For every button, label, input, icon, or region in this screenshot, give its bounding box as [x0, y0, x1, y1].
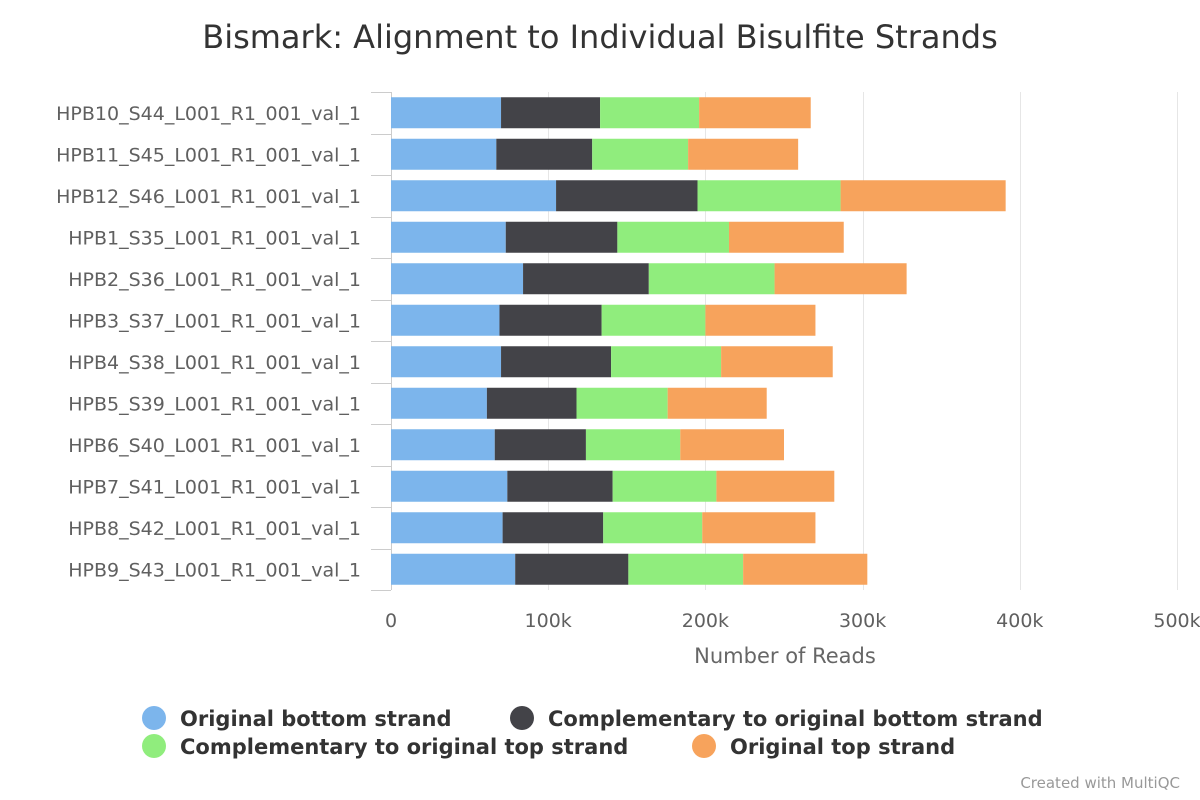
bar-segment[interactable]	[716, 470, 835, 502]
bar-segment[interactable]	[391, 97, 502, 129]
bar-segment[interactable]	[648, 263, 775, 295]
bar-segment[interactable]	[728, 221, 844, 253]
bar-segment[interactable]	[697, 180, 841, 212]
legend-marker-icon	[142, 734, 166, 758]
legend-label: Complementary to original bottom strand	[548, 707, 1043, 731]
bar-segment[interactable]	[721, 346, 833, 378]
x-tick-label: 200k	[682, 610, 729, 632]
bar-segment[interactable]	[499, 304, 602, 336]
bar-segment[interactable]	[628, 553, 744, 585]
bar-segment[interactable]	[391, 346, 502, 378]
bar-segment[interactable]	[688, 138, 799, 170]
bar-segment[interactable]	[502, 512, 604, 544]
legend-marker-icon	[510, 706, 534, 730]
bar-segment[interactable]	[585, 429, 681, 461]
bar-segment[interactable]	[391, 138, 497, 170]
legend-item[interactable]: Original top strand	[692, 734, 955, 759]
legend: Original bottom strand Complementary to o…	[142, 706, 1043, 759]
bar-segment[interactable]	[576, 387, 668, 419]
x-tick-label: 0	[385, 610, 397, 632]
bar-segment[interactable]	[501, 97, 601, 129]
bar-segment[interactable]	[391, 387, 487, 419]
category-label: HPB7_S41_L001_R1_001_val_1	[68, 476, 361, 498]
category-label: HPB1_S35_L001_R1_001_val_1	[68, 227, 361, 249]
legend-marker-icon	[142, 706, 166, 730]
bar-segment[interactable]	[617, 221, 729, 253]
bar-segment[interactable]	[523, 263, 649, 295]
x-tick-label: 500k	[1153, 610, 1200, 632]
bar-segment[interactable]	[494, 429, 586, 461]
x-tick-label: 300k	[839, 610, 886, 632]
bar-segment[interactable]	[680, 429, 784, 461]
bar-segment[interactable]	[705, 304, 816, 336]
legend-item[interactable]: Complementary to original top strand	[142, 734, 628, 759]
category-label: HPB2_S36_L001_R1_001_val_1	[68, 269, 361, 291]
legend-item[interactable]: Complementary to original bottom strand	[510, 706, 1043, 731]
x-tick-label: 100k	[525, 610, 572, 632]
category-label: HPB11_S45_L001_R1_001_val_1	[56, 144, 361, 166]
bar-segment[interactable]	[600, 97, 700, 129]
grid-lines	[371, 92, 1178, 591]
bar-segment[interactable]	[702, 512, 816, 544]
bar-segment[interactable]	[391, 553, 516, 585]
category-label: HPB3_S37_L001_R1_001_val_1	[68, 310, 361, 332]
bar-segment[interactable]	[612, 470, 717, 502]
bar-segment[interactable]	[601, 304, 706, 336]
chart-title: Bismark: Alignment to Individual Bisulfi…	[202, 18, 998, 56]
bar-segment[interactable]	[611, 346, 722, 378]
bar-segment[interactable]	[391, 429, 495, 461]
bar-segment[interactable]	[391, 512, 503, 544]
legend-item[interactable]: Original bottom strand	[142, 706, 451, 731]
bar-segment[interactable]	[391, 304, 500, 336]
category-label: HPB6_S40_L001_R1_001_val_1	[68, 435, 361, 457]
bar-segment[interactable]	[743, 553, 868, 585]
legend-label: Original bottom strand	[180, 707, 451, 731]
x-axis-title: Number of Reads	[694, 644, 876, 668]
bar-segment[interactable]	[486, 387, 577, 419]
legend-label: Complementary to original top strand	[180, 735, 628, 759]
category-label: HPB5_S39_L001_R1_001_val_1	[68, 393, 361, 415]
bar-segment[interactable]	[667, 387, 767, 419]
x-tick-label: 400k	[996, 610, 1043, 632]
category-labels: HPB10_S44_L001_R1_001_val_1 HPB11_S45_L00…	[56, 103, 361, 582]
legend-marker-icon	[692, 734, 716, 758]
category-label: HPB8_S42_L001_R1_001_val_1	[68, 518, 361, 540]
bar-segment[interactable]	[391, 221, 506, 253]
bar-segment[interactable]	[592, 138, 689, 170]
category-label: HPB4_S38_L001_R1_001_val_1	[68, 352, 361, 374]
bar-segment[interactable]	[515, 553, 629, 585]
bar-segment[interactable]	[603, 512, 703, 544]
bar-segment[interactable]	[391, 470, 508, 502]
bar-segment[interactable]	[699, 97, 811, 129]
bar-segment[interactable]	[391, 263, 524, 295]
bar-segment[interactable]	[556, 180, 698, 212]
bars	[391, 97, 1006, 585]
category-label: HPB12_S46_L001_R1_001_val_1	[56, 186, 361, 208]
credit-text: Created with MultiQC	[1020, 774, 1180, 792]
bar-segment[interactable]	[774, 263, 907, 295]
bar-segment[interactable]	[507, 470, 613, 502]
x-tick-labels: 0 100k 200k 300k 400k 500k	[385, 610, 1200, 632]
bar-segment[interactable]	[391, 180, 557, 212]
bar-segment[interactable]	[840, 180, 1006, 212]
category-label: HPB10_S44_L001_R1_001_val_1	[56, 103, 361, 125]
bar-segment[interactable]	[496, 138, 593, 170]
legend-label: Original top strand	[730, 735, 955, 759]
bar-segment[interactable]	[501, 346, 612, 378]
bar-segment[interactable]	[505, 221, 618, 253]
category-label: HPB9_S43_L001_R1_001_val_1	[68, 559, 361, 581]
